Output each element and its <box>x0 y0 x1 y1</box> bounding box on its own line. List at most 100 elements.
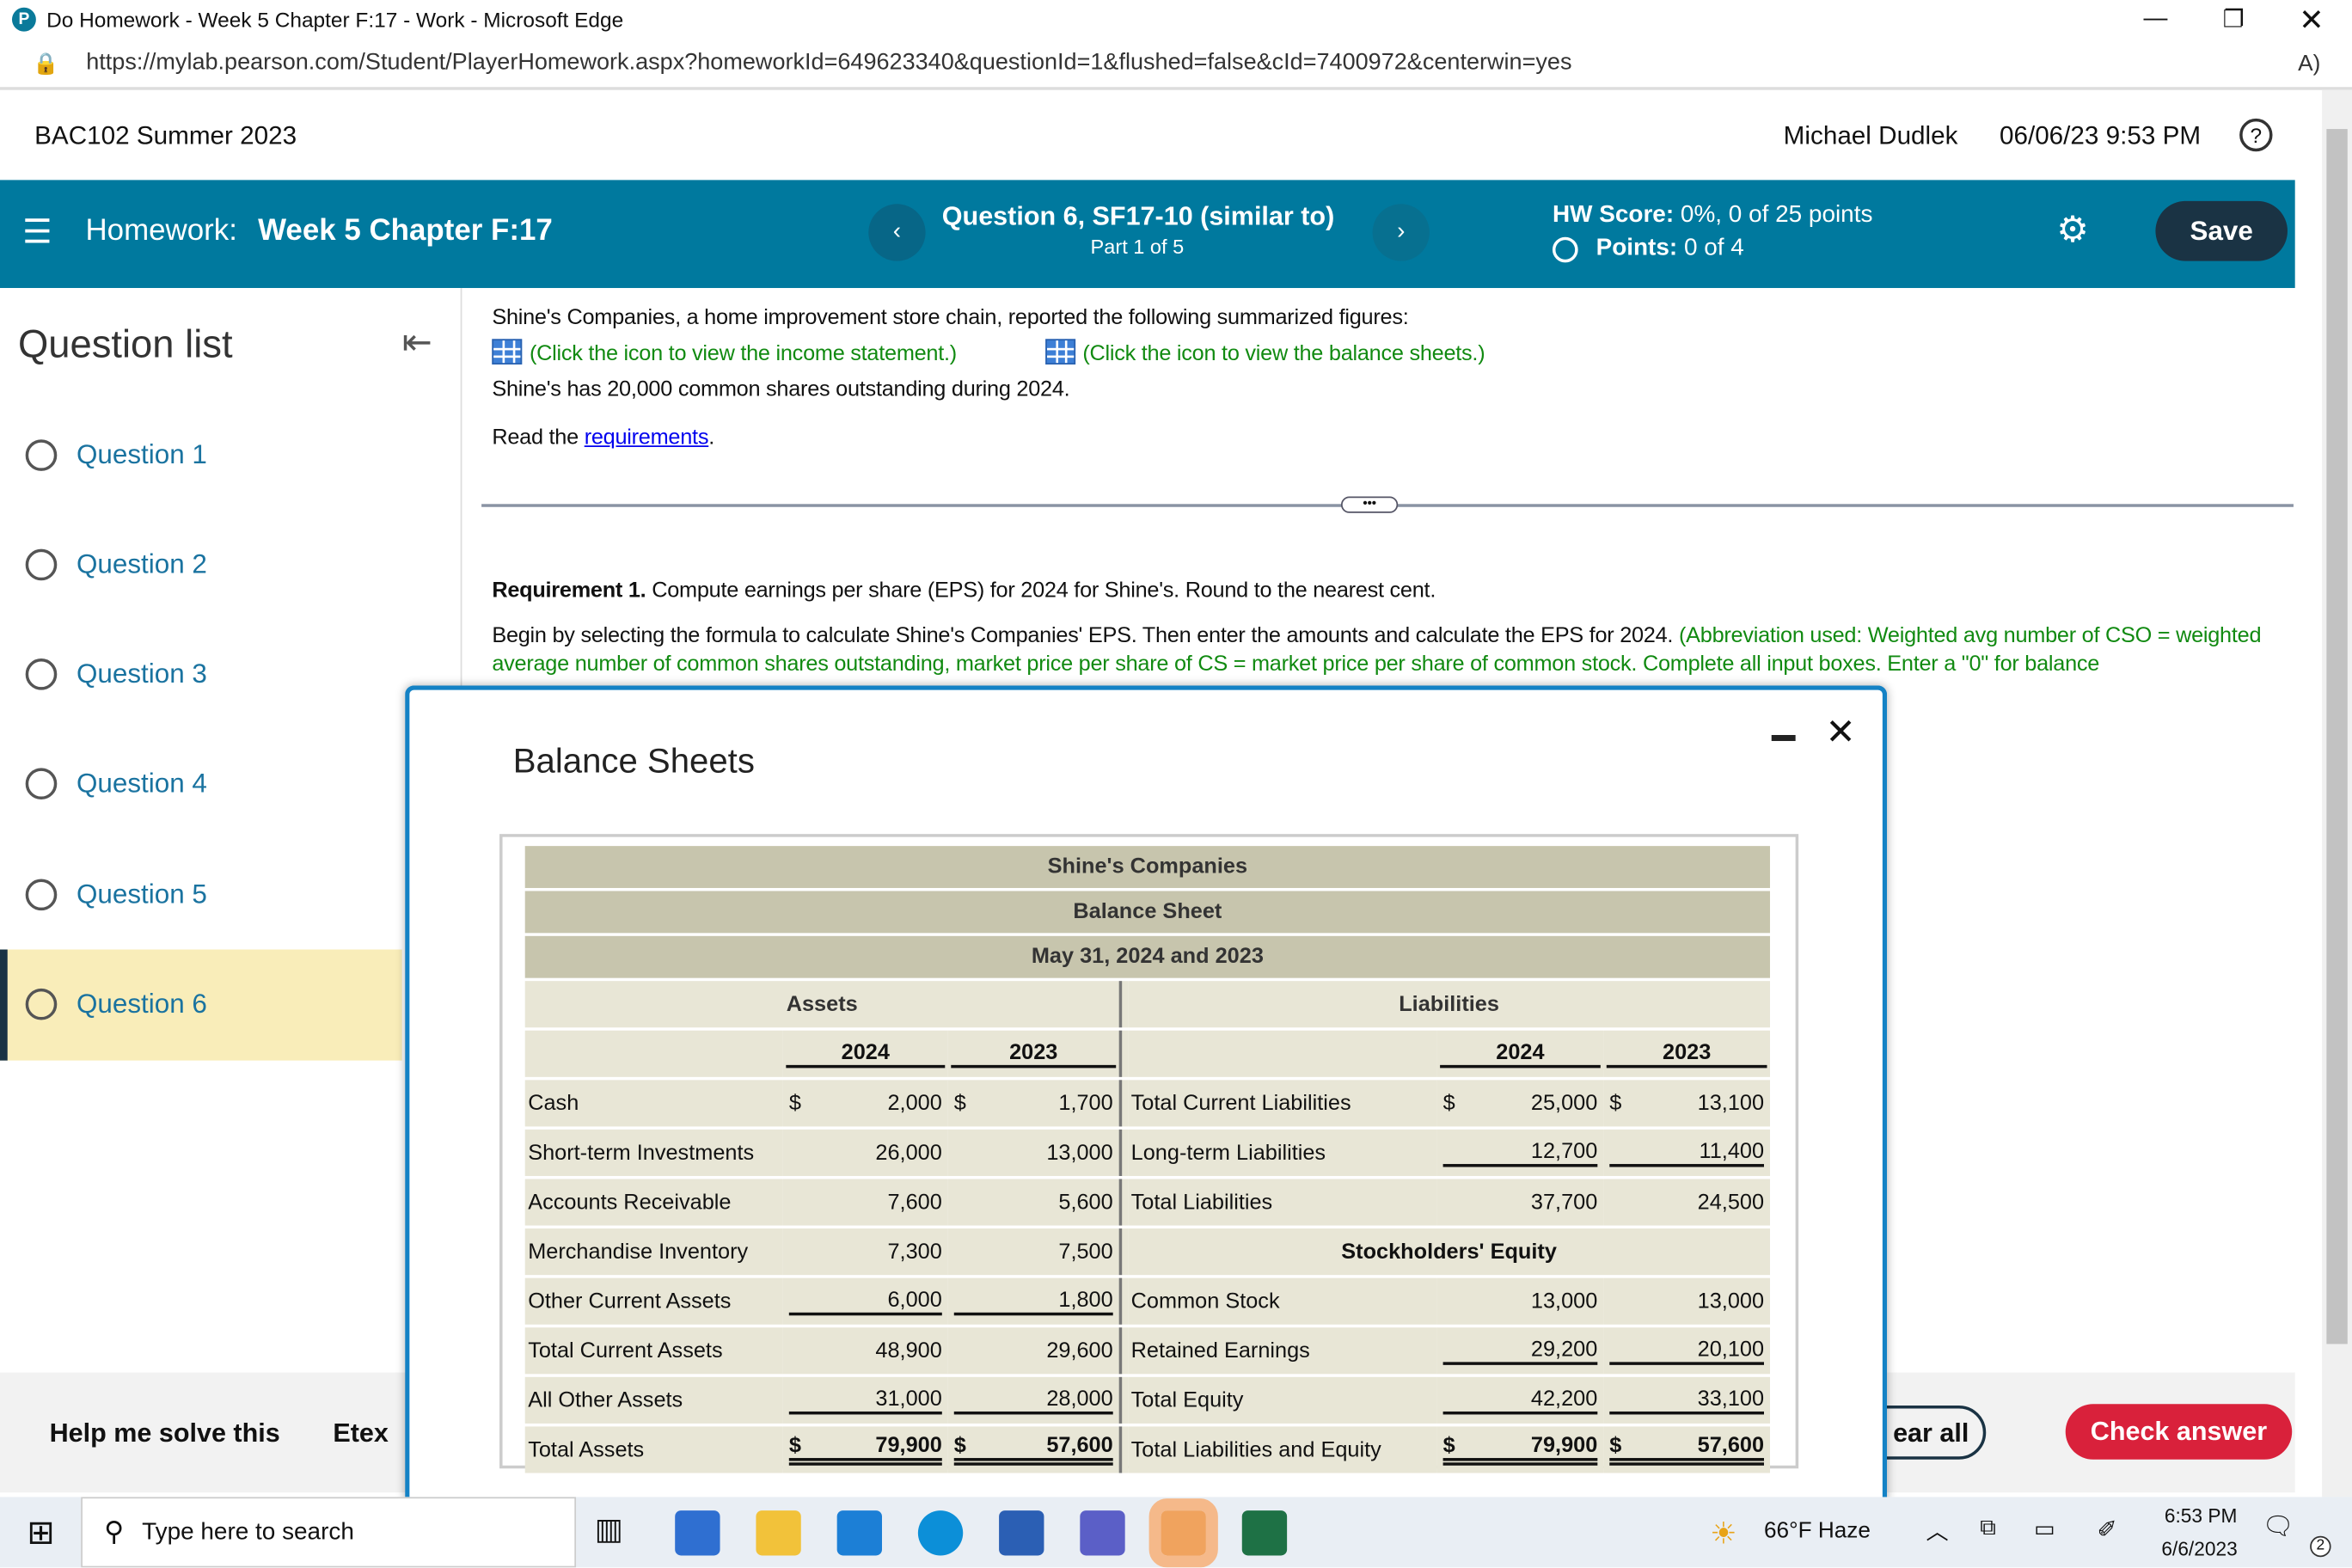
status-circle-icon <box>25 548 58 580</box>
status-circle-icon <box>25 878 58 910</box>
assets-header: Assets <box>524 981 1119 1028</box>
question-list-item[interactable]: Question 6 <box>0 948 402 1060</box>
question-list-item[interactable]: Question 2 <box>0 509 402 620</box>
read-aloud-icon[interactable]: A) <box>2298 50 2321 77</box>
liability-equity-label: Common Stock <box>1128 1277 1437 1325</box>
amount: 13,000 <box>1530 1289 1598 1314</box>
teams-icon[interactable] <box>1081 1510 1126 1555</box>
amount: 1,700 <box>1058 1091 1113 1116</box>
asset-label: Total Current Assets <box>524 1327 783 1375</box>
windows-start-icon[interactable]: ⊞ <box>27 1512 55 1551</box>
etext-button[interactable]: Etex <box>333 1417 389 1448</box>
question-label[interactable]: Question 5 <box>76 878 207 909</box>
points-label: Points: <box>1596 235 1678 261</box>
requirements-link[interactable]: requirements <box>584 426 709 451</box>
liability-equity-label: Total Liabilities and Equity <box>1128 1426 1437 1473</box>
liabilities-header: Liabilities <box>1128 981 1771 1028</box>
amount: 31,000 <box>875 1387 942 1412</box>
file-explorer-icon[interactable] <box>756 1510 802 1555</box>
currency-sign: $ <box>1442 1434 1455 1459</box>
weather-text[interactable]: 66°F Haze <box>1764 1517 1871 1544</box>
requirement-text: Compute earnings per share (EPS) for 202… <box>646 579 1436 603</box>
status-circle-icon <box>25 769 58 800</box>
check-answer-button[interactable]: Check answer <box>2065 1404 2293 1460</box>
taskbar-search-box[interactable]: ⚲ Type here to search <box>81 1497 577 1568</box>
url-text[interactable]: https://mylab.pearson.com/Student/Player… <box>86 49 1572 76</box>
year-2023-header: 2023 <box>1606 1040 1767 1068</box>
homework-name: Week 5 Chapter F:17 <box>258 214 553 248</box>
liability-equity-label: Retained Earnings <box>1128 1327 1437 1375</box>
amount: 37,700 <box>1530 1190 1598 1215</box>
restore-icon[interactable]: ❐ <box>2222 7 2245 34</box>
close-dialog-icon[interactable]: ✕ <box>1825 712 1856 753</box>
settings-gear-icon[interactable]: ⚙ <box>2056 210 2089 251</box>
save-button[interactable]: Save <box>2155 200 2288 261</box>
table-grid-icon[interactable] <box>492 338 523 364</box>
question-label[interactable]: Question 2 <box>76 548 207 579</box>
amount: 48,900 <box>875 1338 942 1363</box>
minimize-icon[interactable]: — <box>2143 5 2168 32</box>
show-hidden-icons[interactable]: ︿ <box>1926 1519 1949 1546</box>
pen-icon[interactable]: ✐ <box>2097 1517 2117 1544</box>
table-grid-icon[interactable] <box>1044 338 1075 364</box>
previous-question-button[interactable]: ‹ <box>868 204 926 261</box>
balance-sheets-dialog: Balance Sheets ✕ Shine's Companies Balan… <box>405 685 1888 1504</box>
amount: 20,100 <box>1697 1337 1765 1362</box>
search-placeholder[interactable]: Type here to search <box>142 1518 354 1545</box>
requirement-1: Requirement 1. Compute earnings per shar… <box>492 573 2306 610</box>
network-icon[interactable]: ⧉ <box>1980 1515 1996 1541</box>
points: Points: 0 of 4 <box>1552 235 1744 262</box>
currency-sign: $ <box>953 1091 966 1116</box>
excel-icon[interactable] <box>1242 1510 1288 1555</box>
amount: 13,000 <box>1697 1289 1765 1314</box>
page-scrollbar[interactable] <box>2322 89 2352 1498</box>
points-circle-icon <box>1552 236 1578 262</box>
help-me-solve-button[interactable]: Help me solve this <box>49 1417 280 1448</box>
amount: 33,100 <box>1697 1387 1765 1412</box>
liability-equity-label: Total Current Liabilities <box>1128 1080 1437 1127</box>
battery-icon[interactable]: ▭ <box>2034 1516 2055 1542</box>
word-icon[interactable] <box>999 1510 1045 1555</box>
mail-icon[interactable] <box>837 1510 883 1555</box>
collapse-sidebar-icon[interactable]: ⇤ <box>401 322 432 364</box>
status-circle-icon <box>25 438 58 471</box>
balance-link-text[interactable]: (Click the icon to view the balance shee… <box>1082 341 1485 366</box>
help-icon[interactable]: ? <box>2239 118 2273 152</box>
clock-date[interactable]: 6/6/2023 <box>2161 1537 2238 1560</box>
income-link-text[interactable]: (Click the icon to view the income state… <box>529 341 957 366</box>
address-bar[interactable]: 🔒 https://mylab.pearson.com/Student/Play… <box>0 39 2352 90</box>
question-label[interactable]: Question 6 <box>76 988 207 1019</box>
question-list-item[interactable]: Question 3 <box>0 619 402 730</box>
question-list-title: Question list <box>17 321 233 366</box>
photos-icon[interactable] <box>1149 1498 1219 1567</box>
pearson-logo-icon: P <box>11 7 36 32</box>
question-label[interactable]: Question 4 <box>76 769 207 799</box>
liability-equity-label: Long-term Liabilities <box>1128 1129 1437 1177</box>
question-label[interactable]: Question 1 <box>76 438 207 469</box>
minimize-dialog-icon[interactable] <box>1771 735 1796 741</box>
income-statement-link[interactable]: (Click the icon to view the income state… <box>492 338 957 366</box>
question-list-item[interactable]: Question 1 <box>0 399 402 510</box>
store-icon[interactable] <box>675 1510 721 1555</box>
amount: 1,800 <box>1058 1287 1113 1312</box>
balance-sheet-link[interactable]: (Click the icon to view the balance shee… <box>1044 338 1485 366</box>
amount: 11,400 <box>1699 1139 1765 1164</box>
intro-text: Shine's Companies, a home improvement st… <box>492 305 1409 330</box>
splitter-handle-icon[interactable]: ••• <box>1340 496 1399 513</box>
clock-time[interactable]: 6:53 PM <box>2164 1504 2238 1528</box>
scrollbar-thumb[interactable] <box>2326 129 2348 1344</box>
year-2024-header: 2024 <box>1440 1040 1601 1068</box>
edge-icon[interactable] <box>918 1510 964 1555</box>
table-row: Merchandise Inventory 7,300 7,500 Stockhold… <box>524 1228 1771 1276</box>
question-list-item[interactable]: Question 4 <box>0 729 402 840</box>
notifications-icon[interactable]: 🗨 <box>2262 1511 2294 1541</box>
close-window-icon[interactable]: ✕ <box>2299 3 2324 37</box>
amount: 6,000 <box>887 1287 942 1312</box>
question-list-item[interactable]: Question 5 <box>0 839 402 950</box>
task-view-icon[interactable]: ▥ <box>594 1512 623 1547</box>
year-2024-header: 2024 <box>786 1040 946 1068</box>
next-question-button[interactable]: › <box>1372 204 1430 261</box>
notification-count: 2 <box>2310 1535 2331 1558</box>
question-label[interactable]: Question 3 <box>76 658 207 689</box>
menu-icon[interactable]: ☰ <box>22 212 52 251</box>
